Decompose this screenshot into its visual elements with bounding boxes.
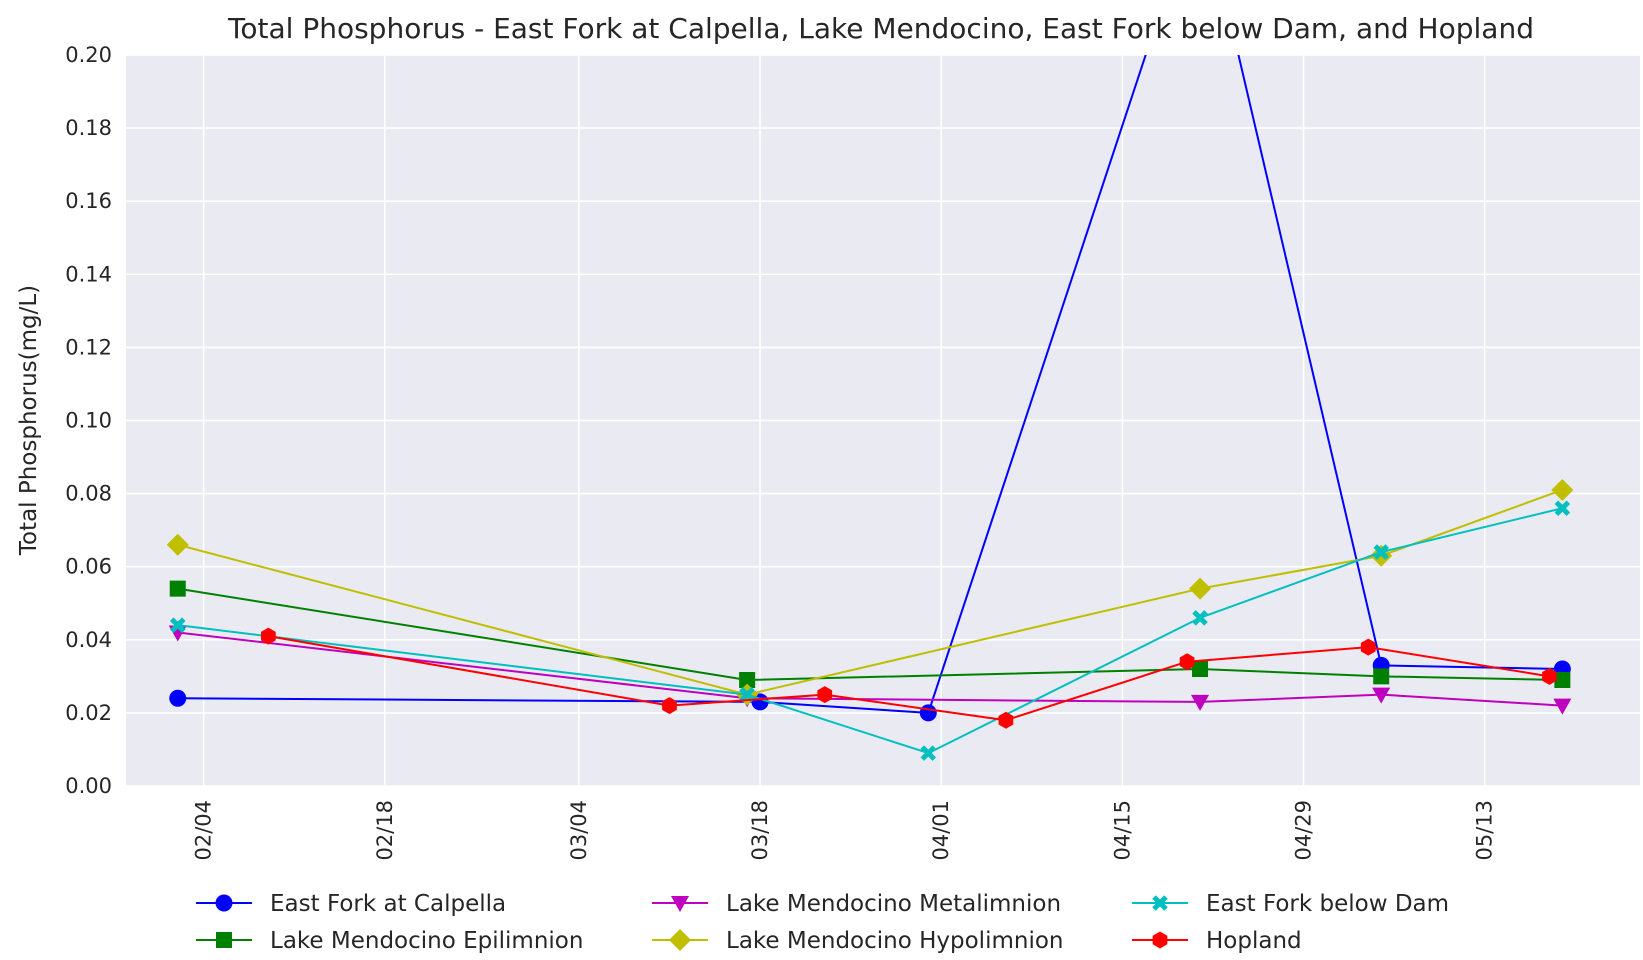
data-point <box>817 686 833 704</box>
legend-marker <box>1152 931 1168 949</box>
chart-title: Total Phosphorus - East Fork at Calpella… <box>227 12 1534 45</box>
data-point <box>260 627 276 645</box>
data-point <box>1372 687 1391 704</box>
data-point <box>739 672 756 689</box>
data-point <box>1551 478 1574 501</box>
x-tick-label: 04/01 <box>929 800 953 861</box>
data-point <box>166 533 189 556</box>
data-point <box>998 711 1014 729</box>
data-point <box>1192 610 1208 626</box>
legend-item: East Fork below Dam <box>1132 891 1449 917</box>
y-tick-label: 0.08 <box>65 482 112 506</box>
series-east-fork-below-dam <box>169 500 1571 761</box>
y-tick-label: 0.18 <box>65 116 112 140</box>
series-lake-mendocino-epilimnion <box>169 580 1571 689</box>
series-line <box>177 507 1563 755</box>
legend-label: Hopland <box>1206 928 1302 954</box>
legend-marker <box>216 932 232 948</box>
legend-label: Lake Mendocino Hypolimnion <box>726 928 1064 954</box>
legend-item: East Fork at Calpella <box>196 891 506 917</box>
data-point <box>1189 577 1212 600</box>
legend-item: Lake Mendocino Metalimnion <box>652 891 1061 917</box>
data-point <box>169 617 186 633</box>
x-axis-ticks: 02/04 02/18 03/04 03/18 04/01 04/15 04/29 05/13 <box>192 800 1497 861</box>
data-point <box>662 697 677 715</box>
data-point <box>920 745 937 761</box>
legend-label: East Fork below Dam <box>1206 891 1449 917</box>
grid-lines <box>126 54 1640 787</box>
legend-marker <box>669 929 691 951</box>
data-point <box>1191 694 1210 711</box>
x-tick-label: 04/29 <box>1292 800 1316 861</box>
data-series <box>166 55 1574 761</box>
y-axis-ticks: 0.00 0.02 0.04 0.06 0.08 0.10 0.12 0.14 0.16 0.18… <box>65 43 112 798</box>
x-tick-label: 03/04 <box>567 800 591 861</box>
data-point <box>1542 667 1557 685</box>
x-tick-label: 05/13 <box>1473 800 1497 861</box>
y-tick-label: 0.02 <box>65 701 112 725</box>
y-tick-label: 0.14 <box>65 262 112 286</box>
x-tick-label: 02/18 <box>373 800 397 861</box>
data-point <box>1553 698 1572 715</box>
x-tick-label: 02/04 <box>192 800 216 861</box>
series-hopland <box>260 627 1557 729</box>
data-point <box>1360 638 1376 656</box>
legend-marker <box>671 896 689 912</box>
legend-label: East Fork at Calpella <box>270 891 506 917</box>
y-tick-label: 0.00 <box>65 774 112 798</box>
y-tick-label: 0.04 <box>65 628 112 652</box>
data-point <box>1554 500 1571 516</box>
data-point <box>1179 653 1195 671</box>
legend-item: Lake Mendocino Epilimnion <box>196 928 583 954</box>
data-point <box>739 686 755 703</box>
y-tick-label: 0.06 <box>65 555 112 579</box>
legend-item: Hopland <box>1132 928 1302 954</box>
data-point <box>1554 672 1571 689</box>
data-point <box>1373 668 1390 685</box>
legend-marker <box>1152 895 1168 911</box>
y-tick-label: 0.10 <box>65 409 112 433</box>
y-tick-label: 0.16 <box>65 189 112 213</box>
data-point <box>169 689 187 707</box>
x-tick-label: 04/15 <box>1110 800 1134 861</box>
y-tick-label: 0.20 <box>65 43 112 67</box>
legend-label: Lake Mendocino Metalimnion <box>726 891 1061 917</box>
legend-marker <box>215 894 233 912</box>
data-point <box>919 704 937 722</box>
data-point <box>169 580 186 597</box>
y-tick-label: 0.12 <box>65 335 112 359</box>
legend: East Fork at Calpella Lake Mendocino Meta… <box>196 891 1449 954</box>
legend-label: Lake Mendocino Epilimnion <box>270 928 583 954</box>
x-tick-label: 03/18 <box>748 800 772 861</box>
data-point <box>1373 544 1389 560</box>
data-point <box>1192 661 1209 678</box>
legend-item: Lake Mendocino Hypolimnion <box>652 928 1064 954</box>
y-axis-label: Total Phosphorus(mg/L) <box>16 285 42 556</box>
